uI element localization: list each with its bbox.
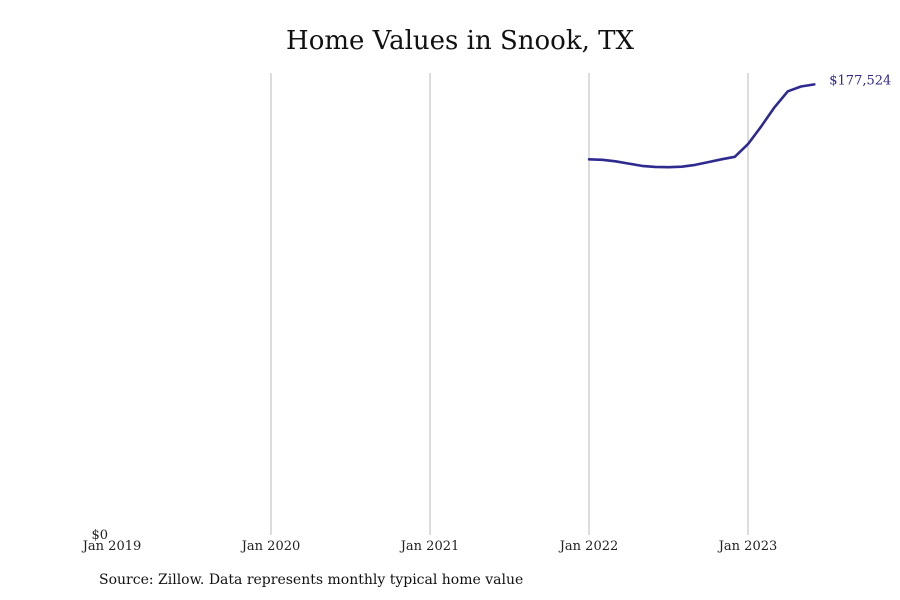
- y-tick-label: $0: [91, 528, 108, 543]
- vertical-gridlines: [270, 73, 749, 535]
- end-value-label: $177,524: [829, 73, 891, 88]
- x-tick-label: Jan 2019: [81, 539, 142, 554]
- x-tick-label: Jan 2022: [558, 539, 619, 554]
- x-tick-label: Jan 2020: [240, 539, 301, 554]
- data-labels: $177,524: [829, 73, 891, 88]
- x-axis-tick-labels: Jan 2019 Jan 2020 Jan 2021 Jan 2022 Jan 2023: [81, 539, 778, 554]
- series-lines: [587, 83, 816, 169]
- x-tick-label: Jan 2023: [717, 539, 778, 554]
- chart-title: Home Values in Snook, TX: [286, 26, 634, 56]
- x-tick-label: Jan 2021: [399, 539, 460, 554]
- y-axis-tick-labels: $0: [91, 528, 108, 543]
- source-note: Source: Zillow. Data represents monthly …: [99, 572, 524, 588]
- series-line: [587, 83, 816, 169]
